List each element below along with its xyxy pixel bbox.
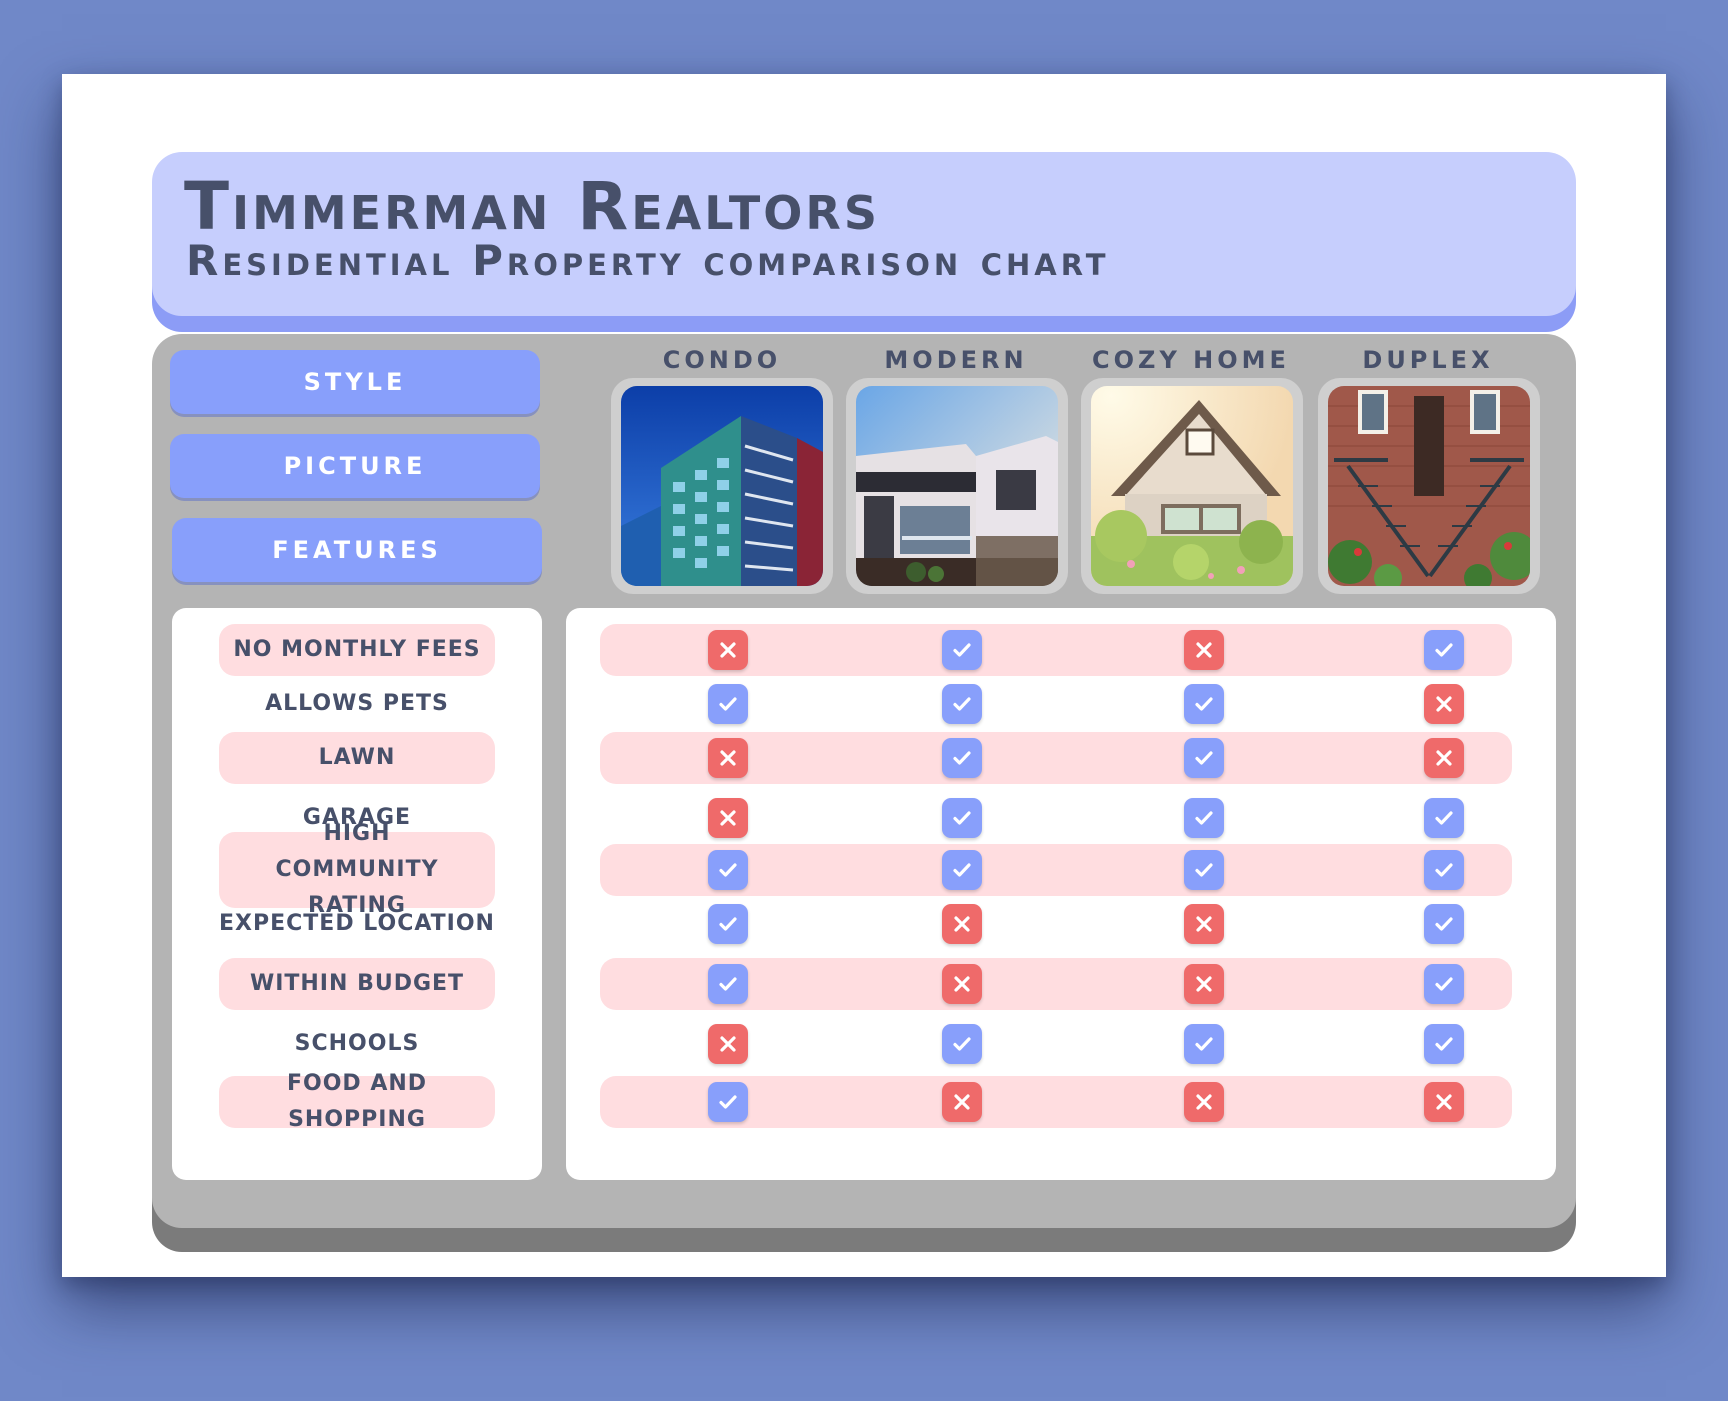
- x-mark-icon: [1424, 1082, 1464, 1122]
- duplex-brick-photo-icon: [1328, 386, 1530, 586]
- x-mark-icon: [1424, 684, 1464, 724]
- column-header-condo: CONDO: [662, 346, 782, 374]
- x-mark-icon: [1184, 1082, 1224, 1122]
- checkmark-icon: [1184, 798, 1224, 838]
- checkmark-icon: [708, 964, 748, 1004]
- x-mark-icon: [708, 1024, 748, 1064]
- features-label: FEATURES: [172, 518, 542, 582]
- checkmark-icon: [708, 850, 748, 890]
- x-mark-icon: [708, 738, 748, 778]
- x-mark-icon: [1184, 964, 1224, 1004]
- checkmark-icon: [708, 1082, 748, 1122]
- feature-label: SCHOOLS: [294, 1031, 420, 1056]
- checkmark-icon: [942, 1024, 982, 1064]
- checkmark-icon: [942, 738, 982, 778]
- x-mark-icon: [942, 904, 982, 944]
- row-highlight: [600, 732, 1512, 784]
- column-header-modern: MODERN: [884, 346, 1028, 374]
- checkmark-icon: [1424, 798, 1464, 838]
- condo-building-photo-icon: [621, 386, 823, 586]
- row-highlight: [600, 844, 1512, 896]
- checkmark-icon: [1184, 738, 1224, 778]
- checkmark-icon: [1424, 630, 1464, 670]
- checkmark-icon: [942, 798, 982, 838]
- row-highlight: [600, 958, 1512, 1010]
- x-mark-icon: [942, 964, 982, 1004]
- comparison-grid-panel: [566, 608, 1556, 1180]
- cozy-home-photo-icon: [1091, 386, 1293, 586]
- comparison-board: STYLE PICTURE FEATURES CONDO MODERN COZY…: [152, 334, 1576, 1228]
- duplex-photo: [1318, 378, 1540, 594]
- feature-label: EXPECTED LOCATION: [219, 911, 495, 936]
- column-header-cozy-home: COZY HOME: [1092, 346, 1290, 374]
- x-mark-icon: [1184, 904, 1224, 944]
- checkmark-icon: [942, 630, 982, 670]
- x-mark-icon: [1184, 630, 1224, 670]
- x-mark-icon: [942, 1082, 982, 1122]
- checkmark-icon: [942, 850, 982, 890]
- checkmark-icon: [1424, 964, 1464, 1004]
- condo-photo: [611, 378, 833, 594]
- checkmark-icon: [1184, 1024, 1224, 1064]
- cozy-home-photo: [1081, 378, 1303, 594]
- checkmark-icon: [942, 684, 982, 724]
- header-banner: Timmerman Realtors Residential Property …: [152, 152, 1576, 316]
- checkmark-icon: [1184, 684, 1224, 724]
- feature-label: ALLOWS PETS: [265, 691, 449, 716]
- x-mark-icon: [1424, 738, 1464, 778]
- page-subtitle: Residential Property comparison chart: [186, 236, 1110, 285]
- x-mark-icon: [708, 798, 748, 838]
- picture-label: PICTURE: [170, 434, 540, 498]
- features-label-panel: NO MONTHLY FEES ALLOWS PETS LAWN GARAGE HIGH…: [172, 608, 542, 1180]
- checkmark-icon: [1184, 850, 1224, 890]
- modern-house-photo-icon: [856, 386, 1058, 586]
- page-title: Timmerman Realtors: [184, 168, 880, 245]
- modern-photo: [846, 378, 1068, 594]
- feature-label: HIGH COMMUNITY RATING: [219, 821, 495, 918]
- feature-label: LAWN: [219, 732, 495, 784]
- feature-label: NO MONTHLY FEES: [219, 624, 495, 676]
- feature-label: FOOD AND SHOPPING: [219, 1071, 495, 1132]
- column-header-duplex: DUPLEX: [1362, 346, 1494, 374]
- checkmark-icon: [1424, 850, 1464, 890]
- x-mark-icon: [708, 630, 748, 670]
- style-label: STYLE: [170, 350, 540, 414]
- checkmark-icon: [708, 684, 748, 724]
- row-highlight: [600, 624, 1512, 676]
- checkmark-icon: [1424, 1024, 1464, 1064]
- row-highlight: [600, 1076, 1512, 1128]
- feature-label: WITHIN BUDGET: [219, 958, 495, 1010]
- feature-label: GARAGE: [302, 805, 412, 830]
- checkmark-icon: [708, 904, 748, 944]
- checkmark-icon: [1424, 904, 1464, 944]
